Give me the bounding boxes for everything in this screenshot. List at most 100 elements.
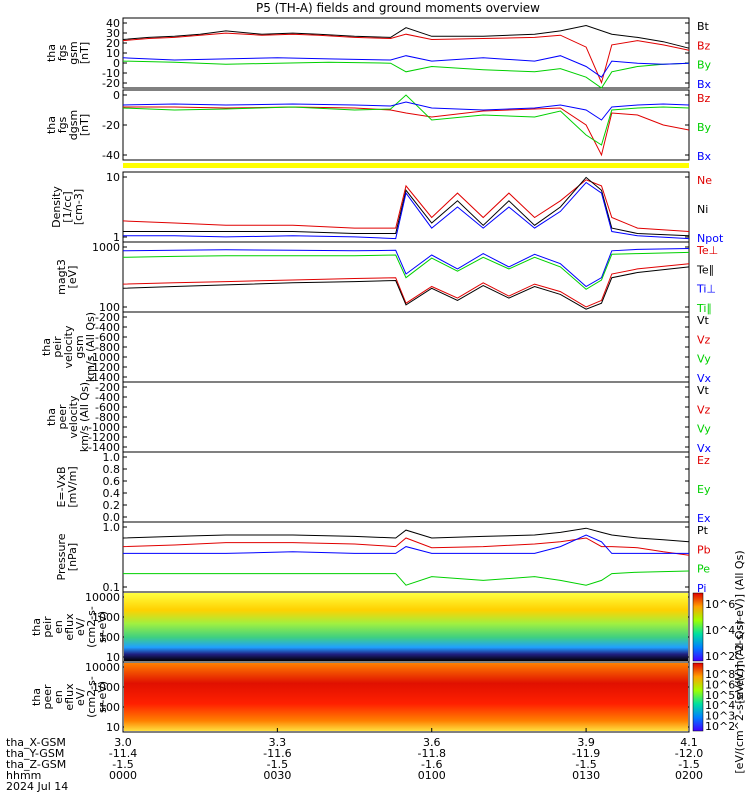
legend-entry: Ti⊥	[696, 283, 716, 296]
y-tick-label: 10	[106, 171, 120, 184]
y-tick-label: 0.4	[103, 487, 121, 500]
y-axis-label-line: eflux	[63, 683, 76, 711]
y-tick-label: 1000	[92, 681, 120, 694]
x-tick-label: -11.6	[263, 747, 291, 760]
series-line-Bx	[122, 55, 690, 78]
y-tick-label: -800	[95, 341, 120, 354]
spectrogram	[124, 663, 688, 731]
y-tick-label: -1000	[88, 421, 120, 434]
colorbar-tick-label: 10^8	[705, 668, 735, 681]
x-tick-label: -11.4	[109, 747, 137, 760]
panels: thafgsgsm[nT]403020100-10-20BtBzByBxthaf…	[30, 17, 746, 774]
x-tick-label: 0100	[418, 769, 446, 782]
x-row-label: tha_X-GSM	[6, 736, 66, 749]
legend-entry: Ex	[697, 512, 711, 525]
legend-entry: Npot	[697, 232, 724, 245]
legend-entry: By	[697, 121, 712, 134]
y-axis-label: thapeirvelocitygsmkm/s (All Qs)	[40, 312, 97, 382]
y-axis-label-line: [nT]	[78, 42, 91, 64]
y-axis-label-line: Pressure	[55, 533, 68, 580]
y-tick-label: 10000	[85, 591, 120, 604]
y-tick-label: 20	[106, 37, 120, 50]
y-tick-label: 1.0	[103, 451, 121, 464]
legend-entry: Ne	[697, 174, 712, 187]
y-tick-label: -400	[95, 391, 120, 404]
y-tick-label: 40	[106, 17, 120, 30]
x-tick-label: -1.5	[575, 758, 596, 771]
x-tick-label: -1.5	[678, 758, 699, 771]
y-axis-label: Pressure[nPa]	[55, 533, 79, 580]
y-tick-label: -10	[102, 67, 120, 80]
y-axis-label-line: km/s (All Qs)	[84, 312, 97, 382]
x-tick-label: -12.0	[675, 747, 703, 760]
legend-entry: Vz	[697, 333, 711, 346]
y-tick-label: -200	[95, 381, 120, 394]
y-axis-label: thapeirenefluxeV/(cm2-s-sr-eV)	[30, 606, 109, 648]
legend-entry: Vx	[697, 372, 712, 385]
y-axis-label-line: km/s (All Qs)	[78, 382, 91, 452]
y-axis-label-line: tha	[40, 338, 53, 356]
panel-10: thapeerenefluxeV/(cm2-s-sr-eV)1000010001…	[30, 620, 746, 773]
y-axis-label-line: peer	[56, 404, 69, 430]
panel-7: E=-VxB[mV/m] 1.00.80.60.40.20.0 Ez Ey Ex	[55, 451, 711, 525]
y-axis-label-line: eV/	[74, 618, 87, 636]
panel-frame	[122, 451, 690, 523]
y-axis-label: Density[1/cc][cm-3]	[50, 186, 85, 228]
series-line-Bx	[122, 101, 690, 121]
series-line-Ti∥	[122, 251, 690, 290]
legend-entry: Vx	[697, 442, 712, 455]
panel-9: thapeirenefluxeV/(cm2-s-sr-eV) 10000 1000 1…	[30, 550, 746, 703]
y-axis-label-line: tha	[45, 44, 58, 62]
y-axis-label-line: [mV/m]	[66, 466, 79, 507]
y-tick-label: -20	[102, 77, 120, 90]
colorbar-label: [eV/(cm^2-s-sr-eV)] (All Qs)	[733, 620, 746, 773]
colorbar-tick-label: 10^2	[705, 650, 735, 663]
panel-frame	[122, 381, 690, 453]
series-line-By	[122, 60, 690, 89]
legend-entry: Te∥	[696, 263, 714, 276]
y-axis-label-line: tha	[45, 116, 58, 134]
legend-entry: Pb	[697, 543, 711, 556]
colorbar-tick-label: 10^5	[705, 689, 735, 702]
x-tick-label: -1.5	[267, 758, 288, 771]
x-tick-label: 4.1	[680, 736, 698, 749]
legend-entry: Pt	[697, 524, 709, 537]
legend-entry: By	[697, 59, 712, 72]
y-tick-label: -400	[95, 321, 120, 334]
legend-entry: Bx	[697, 150, 712, 163]
y-tick-label: -600	[95, 331, 120, 344]
y-axis-label: thafgsgsm[nT]	[45, 41, 91, 64]
y-tick-label: 0.1	[103, 581, 121, 594]
colorbar-tick-label: 10^4	[705, 624, 735, 637]
y-tick-label: 0.0	[103, 511, 121, 524]
y-tick-label: 10	[106, 651, 120, 664]
series-line-Ni	[123, 176, 690, 237]
x-tick-label: -11.8	[417, 747, 445, 760]
panel-frame	[122, 661, 690, 733]
y-axis-label-line: gsm	[73, 335, 86, 358]
y-axis-label-line: (cm2-s-	[85, 606, 98, 648]
y-axis-label-line: E=-VxB	[55, 466, 68, 507]
y-axis-label-line: eflux	[63, 613, 76, 641]
series-line-Te⊥	[122, 263, 690, 308]
y-axis-label-line: dgsm	[67, 110, 80, 140]
legend-entry: Ez	[697, 454, 710, 467]
panel-6: thapeervelocitykm/s (All Qs) -200-400-600…	[45, 381, 712, 455]
y-axis-label-line: tha	[45, 408, 58, 426]
y-tick-label: 100	[99, 301, 120, 314]
colorbar-label: [eV/(cm^2-s-sr-eV)] (All Qs)	[733, 550, 746, 703]
y-axis-label: thafgsdgsm[nT]	[45, 110, 91, 140]
y-tick-label: 0.8	[103, 463, 121, 476]
legend-entry: Vt	[697, 384, 710, 397]
y-axis-label: E=-VxB[mV/m]	[55, 466, 79, 507]
panel-frame	[122, 17, 690, 89]
colorbar-tick-label: 10^3	[705, 710, 735, 723]
y-axis-label-line: tha	[30, 618, 43, 636]
series-line-Te∥	[122, 266, 690, 310]
y-axis-label-line: magt3	[55, 259, 68, 295]
chart-title: P5 (TH-A) fields and ground moments over…	[256, 1, 540, 15]
y-tick-label: 0.2	[103, 499, 121, 512]
series-line-Bt	[122, 24, 690, 49]
series-line-Pt	[122, 527, 690, 543]
